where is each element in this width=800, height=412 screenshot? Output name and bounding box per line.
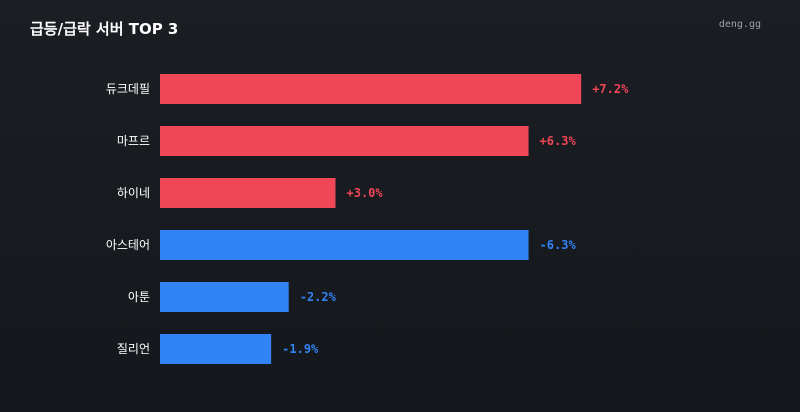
bar [160, 178, 336, 208]
bar [160, 74, 582, 104]
chart-title: 급등/급락 서버 TOP 3 [30, 20, 179, 38]
value-label: +6.3% [540, 134, 577, 148]
value-label: +3.0% [347, 186, 384, 200]
category-label: 듀크데필 [106, 82, 150, 96]
value-label: +7.2% [592, 82, 629, 96]
value-label: -2.2% [300, 290, 337, 304]
bar [160, 230, 529, 260]
value-label: -6.3% [540, 238, 577, 252]
bar [160, 282, 289, 312]
value-label: -1.9% [282, 342, 319, 356]
bar [160, 334, 272, 364]
bar [160, 126, 529, 156]
category-label: 마프르 [117, 134, 150, 148]
category-label: 아툰 [128, 290, 150, 304]
category-label: 하이네 [117, 186, 150, 200]
brand-watermark: deng.gg [718, 19, 761, 30]
category-label: 질리언 [117, 342, 150, 356]
category-label: 아스테어 [106, 238, 150, 252]
